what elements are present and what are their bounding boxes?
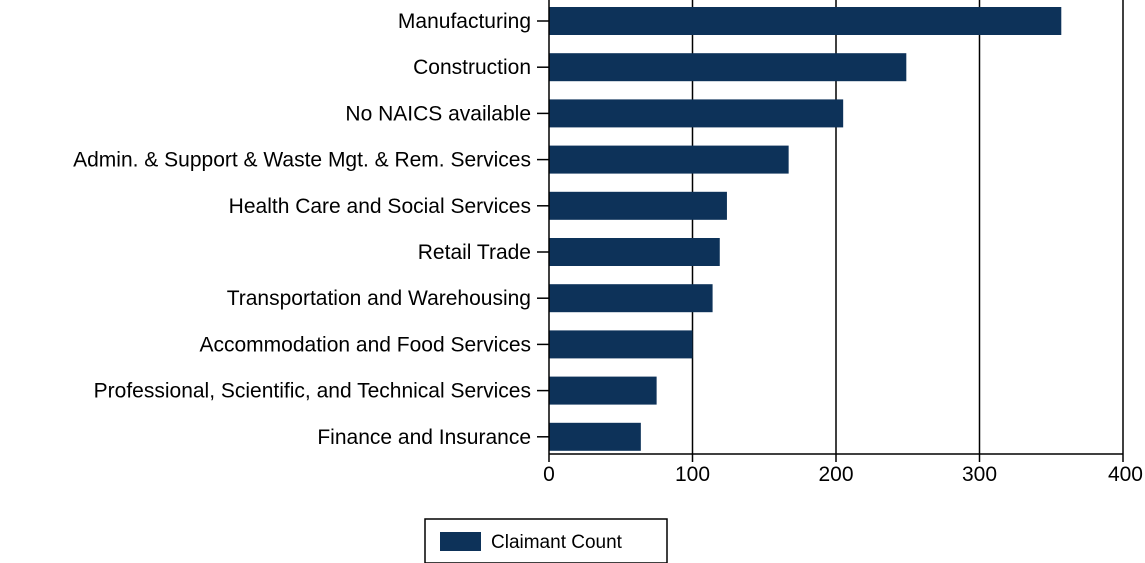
bar <box>549 53 907 82</box>
bar <box>549 238 720 266</box>
category-label: Transportation and Warehousing <box>227 287 531 310</box>
category-label: Admin. & Support & Waste Mgt. & Rem. Ser… <box>73 149 531 172</box>
bar <box>549 191 727 220</box>
x-tick-label: 0 <box>543 463 555 486</box>
category-label: Professional, Scientific, and Technical … <box>94 380 531 403</box>
category-label: Manufacturing <box>398 10 531 33</box>
bar <box>549 422 641 451</box>
category-label: Health Care and Social Services <box>229 195 531 218</box>
x-tick-label: 200 <box>818 463 853 486</box>
category-label: Retail Trade <box>418 241 531 264</box>
bar <box>549 330 693 359</box>
legend: Claimant Count <box>424 518 668 563</box>
category-label: Finance and Insurance <box>317 426 531 449</box>
category-label: Construction <box>413 56 531 79</box>
bar <box>549 7 1062 35</box>
bars <box>549 7 1062 451</box>
bar <box>549 99 844 128</box>
legend-swatch <box>440 532 481 551</box>
category-labels: Manufacturing Construction No NAICS availa… <box>73 10 531 449</box>
x-tick-labels: 0 100 200 300 400 <box>543 463 1143 486</box>
bar <box>549 284 713 313</box>
axes <box>537 0 1124 462</box>
x-tick-label: 100 <box>675 463 710 486</box>
x-tick-label: 400 <box>1108 463 1143 486</box>
x-tick-label: 300 <box>962 463 997 486</box>
bar <box>549 145 789 174</box>
bar <box>549 376 657 405</box>
category-label: No NAICS available <box>345 102 531 125</box>
legend-label: Claimant Count <box>491 532 623 553</box>
category-label: Accommodation and Food Services <box>200 333 532 356</box>
